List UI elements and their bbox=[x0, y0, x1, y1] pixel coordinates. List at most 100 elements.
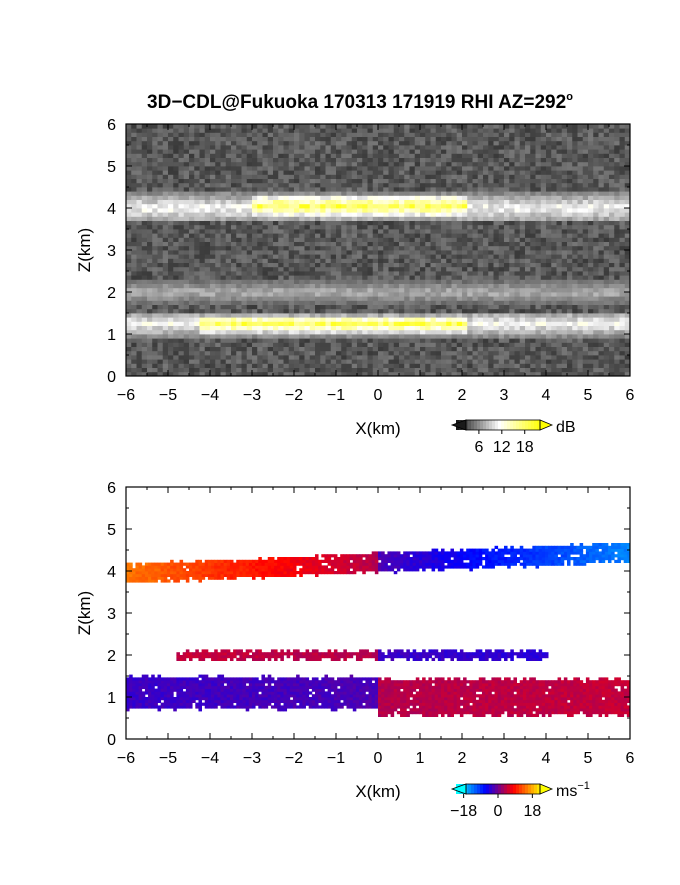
reflectivity-cell bbox=[304, 271, 311, 276]
reflectivity-cell bbox=[162, 329, 169, 335]
reflectivity-cell bbox=[257, 359, 263, 364]
reflectivity-cell bbox=[546, 157, 552, 163]
reflectivity-cell bbox=[199, 329, 206, 335]
reflectivity-cell bbox=[147, 220, 153, 226]
reflectivity-cell bbox=[131, 174, 137, 179]
reflectivity-cell bbox=[362, 334, 368, 339]
reflectivity-cell bbox=[399, 124, 405, 129]
reflectivity-cell bbox=[362, 145, 368, 150]
reflectivity-cell bbox=[519, 262, 526, 268]
reflectivity-cell bbox=[241, 161, 248, 167]
reflectivity-cell bbox=[157, 157, 164, 163]
reflectivity-cell bbox=[320, 287, 326, 293]
reflectivity-cell bbox=[556, 224, 563, 230]
reflectivity-cell bbox=[399, 287, 405, 293]
reflectivity-cell bbox=[346, 191, 353, 196]
reflectivity-cell bbox=[131, 355, 137, 360]
reflectivity-cell bbox=[309, 342, 316, 347]
reflectivity-cell bbox=[346, 296, 353, 301]
reflectivity-cell bbox=[294, 166, 300, 171]
reflectivity-cell bbox=[241, 241, 248, 247]
reflectivity-cell bbox=[446, 203, 452, 209]
reflectivity-cell bbox=[388, 258, 395, 263]
reflectivity-cell bbox=[441, 124, 447, 129]
reflectivity-cell bbox=[320, 292, 326, 297]
reflectivity-cell bbox=[178, 279, 185, 284]
reflectivity-cell bbox=[336, 191, 342, 196]
reflectivity-cell bbox=[372, 292, 379, 297]
reflectivity-cell bbox=[346, 166, 353, 171]
reflectivity-cell bbox=[346, 254, 353, 259]
reflectivity-cell bbox=[393, 224, 400, 230]
reflectivity-cell bbox=[341, 254, 347, 259]
reflectivity-cell bbox=[152, 182, 158, 188]
reflectivity-cell bbox=[309, 325, 316, 331]
reflectivity-cell bbox=[309, 241, 316, 247]
reflectivity-cell bbox=[309, 346, 316, 352]
reflectivity-cell bbox=[409, 145, 416, 150]
reflectivity-cell bbox=[288, 279, 295, 284]
reflectivity-cell bbox=[535, 334, 542, 339]
reflectivity-cell bbox=[210, 128, 216, 133]
reflectivity-cell bbox=[451, 224, 458, 230]
reflectivity-cell bbox=[231, 212, 237, 217]
reflectivity-cell bbox=[157, 212, 164, 217]
reflectivity-cell bbox=[509, 166, 515, 171]
reflectivity-cell bbox=[399, 187, 405, 192]
reflectivity-cell bbox=[367, 182, 374, 188]
reflectivity-cell bbox=[320, 371, 326, 377]
reflectivity-cell bbox=[535, 262, 542, 268]
reflectivity-cell bbox=[320, 355, 326, 360]
reflectivity-cell bbox=[241, 216, 248, 221]
reflectivity-cell bbox=[357, 237, 363, 242]
reflectivity-cell bbox=[309, 153, 316, 158]
reflectivity-cell bbox=[157, 140, 164, 146]
reflectivity-cell bbox=[189, 203, 195, 209]
reflectivity-cell bbox=[435, 338, 442, 343]
reflectivity-cell bbox=[351, 161, 358, 167]
reflectivity-cell bbox=[168, 304, 174, 310]
reflectivity-cell bbox=[462, 153, 468, 158]
reflectivity-cell bbox=[483, 313, 489, 318]
reflectivity-cell bbox=[231, 254, 237, 259]
reflectivity-cell bbox=[404, 283, 410, 289]
reflectivity-cell bbox=[351, 182, 358, 188]
reflectivity-cell bbox=[325, 199, 332, 205]
reflectivity-cell bbox=[215, 174, 221, 179]
reflectivity-cell bbox=[399, 283, 405, 289]
reflectivity-cell bbox=[294, 367, 300, 373]
reflectivity-cell bbox=[257, 342, 263, 347]
reflectivity-cell bbox=[267, 304, 274, 310]
reflectivity-cell bbox=[231, 329, 237, 335]
reflectivity-cell bbox=[199, 237, 206, 242]
reflectivity-cell bbox=[220, 254, 227, 259]
reflectivity-cell bbox=[488, 321, 494, 326]
reflectivity-cell bbox=[435, 195, 442, 200]
reflectivity-cell bbox=[178, 174, 185, 179]
reflectivity-cell bbox=[152, 237, 158, 242]
reflectivity-cell bbox=[215, 279, 221, 284]
reflectivity-cell bbox=[157, 233, 164, 238]
reflectivity-cell bbox=[231, 208, 237, 213]
reflectivity-cell bbox=[346, 149, 353, 154]
reflectivity-cell bbox=[556, 250, 563, 255]
reflectivity-cell bbox=[346, 371, 353, 377]
reflectivity-cell bbox=[462, 128, 468, 133]
reflectivity-cell bbox=[236, 216, 242, 221]
reflectivity-cell bbox=[157, 178, 164, 184]
reflectivity-cell bbox=[435, 241, 442, 247]
reflectivity-cell bbox=[341, 304, 347, 310]
reflectivity-cell bbox=[204, 308, 211, 314]
reflectivity-cell bbox=[267, 271, 274, 276]
reflectivity-cell bbox=[294, 279, 300, 284]
reflectivity-cell bbox=[378, 304, 384, 310]
reflectivity-cell bbox=[157, 145, 164, 150]
reflectivity-cell bbox=[514, 279, 521, 284]
reflectivity-cell bbox=[477, 283, 484, 289]
reflectivity-cell bbox=[304, 258, 311, 263]
reflectivity-cell bbox=[152, 216, 158, 221]
reflectivity-cell bbox=[546, 292, 552, 297]
reflectivity-cell bbox=[309, 287, 316, 293]
reflectivity-cell bbox=[215, 233, 221, 238]
reflectivity-cell bbox=[383, 224, 389, 230]
